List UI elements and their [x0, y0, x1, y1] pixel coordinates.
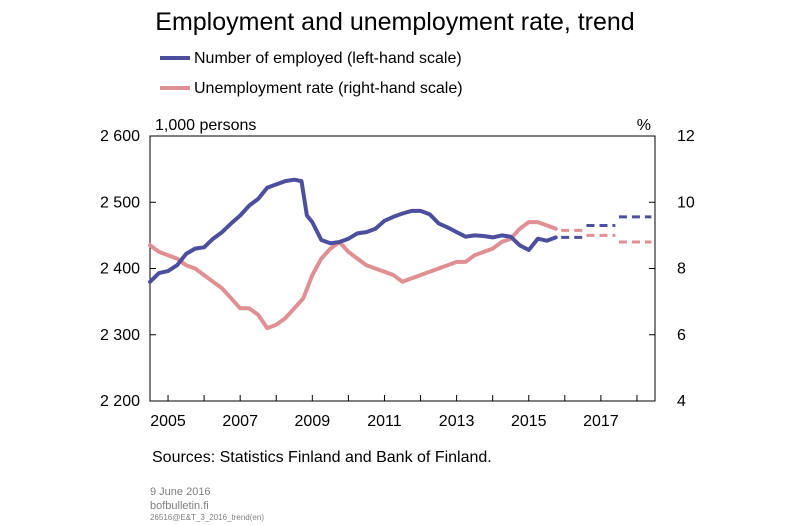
- left-tick-label: 2 300: [100, 327, 140, 344]
- footer-site: bofbulletin.fi: [150, 500, 209, 512]
- left-axis: 2 200 2 300 2 400 2 500 2 600: [100, 128, 156, 410]
- x-tick-label: 2007: [222, 413, 258, 430]
- series-line-employed: [148, 177, 558, 284]
- x-tick-label: 2013: [439, 413, 475, 430]
- right-tick-label: 8: [677, 261, 686, 278]
- x-tick-label: 2005: [150, 413, 186, 430]
- x-tick-label: 2009: [295, 413, 331, 430]
- plot-frame: [149, 135, 656, 402]
- footer-date: 9 June 2016: [150, 486, 211, 498]
- legend-label-employed: Number of employed (left-hand scale): [194, 50, 462, 67]
- right-tick-label: 4: [677, 393, 686, 410]
- series-layer: [148, 177, 558, 331]
- series-line-unemployment: [148, 220, 558, 331]
- right-tick-label: 12: [677, 128, 695, 145]
- legend: Number of employed (left-hand scale) Une…: [160, 50, 463, 97]
- left-tick-label: 2 400: [100, 261, 140, 278]
- right-tick-label: 10: [677, 194, 695, 211]
- x-tick-label: 2017: [583, 413, 619, 430]
- footer-code: 26516@E&T_3_2016_trend(en): [150, 513, 264, 522]
- left-axis-unit: 1,000 persons: [155, 117, 256, 134]
- chart-title: Employment and unemployment rate, trend: [155, 8, 634, 36]
- left-tick-label: 2 500: [100, 194, 140, 211]
- forecast-layer: [561, 215, 652, 244]
- right-tick-label: 6: [677, 327, 686, 344]
- left-tick-label: 2 600: [100, 128, 140, 145]
- source-note: Sources: Statistics Finland and Bank of …: [152, 449, 492, 466]
- right-axis: 4 6 8 10 12: [649, 128, 695, 410]
- x-axis: 2005 2007 2009 2011 2013 2015 2017: [150, 395, 638, 430]
- x-tick-label: 2011: [367, 413, 402, 430]
- right-axis-unit: %: [637, 117, 651, 134]
- left-tick-label: 2 200: [100, 393, 140, 410]
- legend-label-unemployment: Unemployment rate (right-hand scale): [194, 80, 463, 97]
- x-tick-label: 2015: [511, 413, 547, 430]
